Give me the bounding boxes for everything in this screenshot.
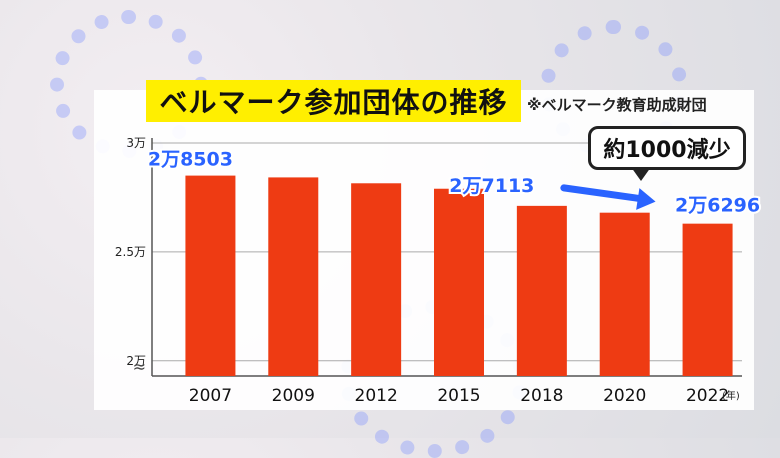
bar-chart: 3万 2.5万 2万≈2007 2009 2012 2015 2018 2020 2022(年)… xyxy=(115,136,762,406)
data-label: 2万8503 xyxy=(148,149,233,171)
y-tick-label: 2万 xyxy=(126,354,146,368)
y-tick-label: 3万 xyxy=(126,136,146,150)
data-label: 2万7113 xyxy=(449,175,534,197)
x-tick-label: 2020 xyxy=(603,386,646,406)
decrease-callout: 約1000減少 xyxy=(588,126,746,181)
x-tick-label: 2015 xyxy=(437,386,480,406)
decrease-arrow-head xyxy=(636,188,656,210)
chart-title: ベルマーク参加団体の推移 xyxy=(146,80,521,122)
x-tick-label: 2022 xyxy=(686,386,729,406)
bar xyxy=(682,223,733,376)
x-tick-label: 2012 xyxy=(355,386,398,406)
decrease-arrow-shaft xyxy=(560,184,652,204)
bar xyxy=(351,183,402,376)
x-tick-label: 2018 xyxy=(520,386,563,406)
source-note: ※ベルマーク教育助成財団 xyxy=(527,96,707,114)
bar xyxy=(434,188,484,376)
bar xyxy=(268,177,319,376)
x-tick-label: 2007 xyxy=(189,386,232,406)
y-tick-label: 2.5万 xyxy=(115,245,146,259)
bar xyxy=(185,175,236,376)
decrease-callout-text: 約1000減少 xyxy=(603,138,731,163)
bar xyxy=(516,205,567,376)
bar xyxy=(599,212,650,376)
axis-break-mark: ≈ xyxy=(133,357,146,376)
x-tick-label: 2009 xyxy=(272,386,315,406)
x-unit-label: (年) xyxy=(722,389,740,402)
data-label: 2万6296 xyxy=(675,195,760,217)
